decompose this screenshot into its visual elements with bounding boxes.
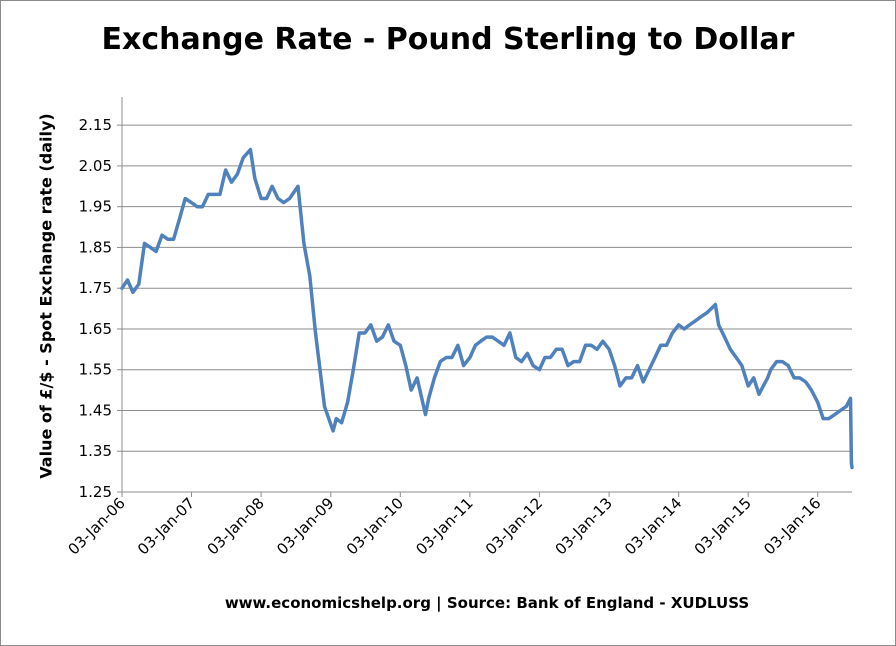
chart-title: Exchange Rate - Pound Sterling to Dollar [101, 22, 795, 57]
y-tick-label: 1.25 [79, 483, 112, 501]
x-tick-label: 03-Jan-12 [482, 494, 546, 558]
x-tick-label: 03-Jan-16 [760, 494, 824, 558]
axes [117, 97, 852, 497]
y-tick-labels: 1.25 1.35 1.45 1.55 1.65 1.75 1.85 1.95 2.05 2.15 [79, 116, 112, 501]
x-tick-label: 03-Jan-15 [691, 494, 755, 558]
gridlines [122, 124, 852, 452]
y-tick-label: 1.85 [79, 238, 112, 256]
x-tick-label: 03-Jan-11 [412, 494, 476, 558]
series-line-0 [120, 147, 854, 470]
source-note: www.economicshelp.org | Source: Bank of … [224, 594, 750, 612]
x-tick-label: 03-Jan-06 [65, 494, 129, 558]
x-tick-label: 03-Jan-10 [343, 494, 407, 558]
x-tick-label: 03-Jan-14 [621, 494, 685, 558]
y-tick-label: 2.15 [79, 116, 112, 134]
x-tick-label: 03-Jan-07 [134, 494, 198, 558]
x-tick-labels: 03-Jan-06 03-Jan-07 03-Jan-08 03-Jan-09 03-J… [65, 494, 825, 558]
x-tick-label: 03-Jan-09 [273, 494, 337, 558]
x-tick-label: 03-Jan-13 [552, 494, 616, 558]
x-tick-label: 03-Jan-08 [204, 494, 268, 558]
y-tick-label: 1.35 [79, 442, 112, 460]
y-tick-label: 1.65 [79, 320, 112, 338]
series-lines [120, 147, 854, 470]
y-tick-label: 2.05 [79, 157, 112, 175]
y-tick-label: 1.95 [79, 198, 112, 216]
y-tick-label: 1.45 [79, 401, 112, 419]
y-tick-label: 1.55 [79, 361, 112, 379]
y-tick-label: 1.75 [79, 279, 112, 297]
